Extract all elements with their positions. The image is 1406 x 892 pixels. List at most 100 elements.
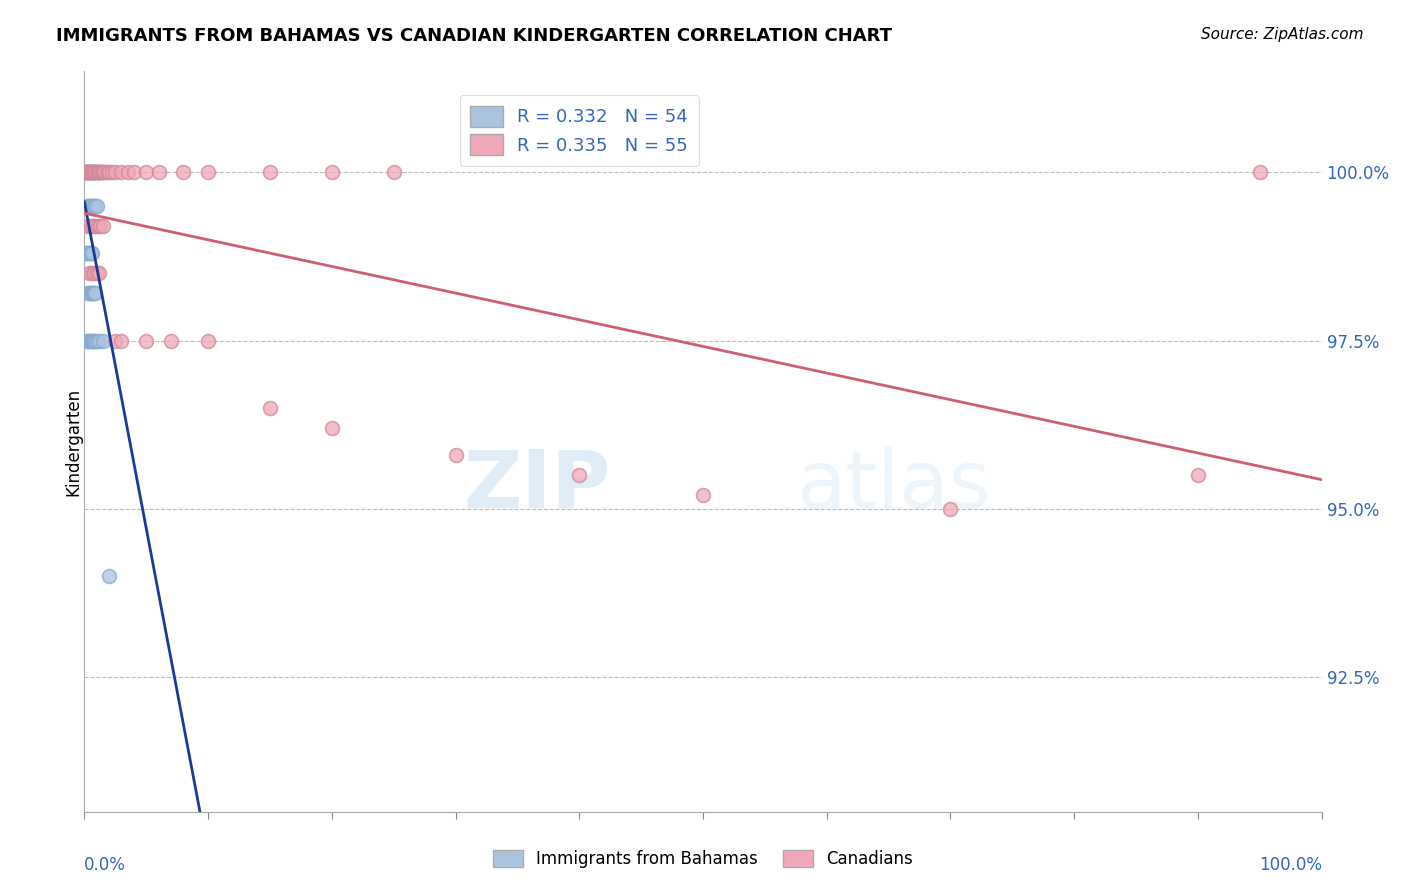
Point [79, 165, 101, 179]
Text: Source: ZipAtlas.com: Source: ZipAtlas.com [1201, 27, 1364, 42]
Point [692, 488, 714, 502]
Point [83, 266, 105, 280]
Point [91, 219, 114, 234]
Point [80, 165, 103, 179]
Point [89, 165, 111, 179]
Point [79, 165, 101, 179]
Point [89, 219, 111, 234]
Point [86, 165, 108, 179]
Point [82, 165, 104, 179]
Point [104, 165, 127, 179]
Point [79, 286, 101, 301]
Y-axis label: Kindergarten: Kindergarten [65, 387, 82, 496]
Point [77, 246, 100, 260]
Point [75, 165, 97, 179]
Point [84, 199, 107, 213]
Point [96, 165, 118, 179]
Point [91, 165, 114, 179]
Point [80, 266, 103, 280]
Point [76, 165, 98, 179]
Text: atlas: atlas [796, 447, 990, 525]
Point [76, 199, 98, 213]
Point [259, 401, 281, 415]
Point [79, 199, 101, 213]
Point [122, 165, 145, 179]
Point [87, 219, 110, 234]
Point [86, 199, 108, 213]
Point [82, 246, 104, 260]
Text: 100.0%: 100.0% [1258, 856, 1322, 874]
Point [86, 266, 108, 280]
Point [84, 219, 107, 234]
Point [80, 165, 103, 179]
Point [1249, 165, 1271, 179]
Point [160, 334, 183, 348]
Point [135, 334, 157, 348]
Point [79, 334, 101, 348]
Text: ZIP: ZIP [463, 447, 610, 525]
Point [321, 421, 343, 435]
Point [80, 199, 103, 213]
Point [104, 334, 127, 348]
Point [79, 165, 101, 179]
Point [91, 334, 114, 348]
Point [82, 165, 104, 179]
Point [89, 165, 111, 179]
Point [83, 165, 105, 179]
Point [84, 334, 107, 348]
Point [76, 246, 98, 260]
Point [98, 569, 121, 583]
Point [89, 266, 111, 280]
Point [197, 334, 219, 348]
Point [84, 286, 107, 301]
Point [89, 165, 111, 179]
Point [76, 334, 98, 348]
Point [77, 199, 100, 213]
Point [259, 165, 281, 179]
Point [83, 286, 105, 301]
Point [1187, 468, 1209, 483]
Point [117, 165, 139, 179]
Point [98, 165, 121, 179]
Point [83, 165, 105, 179]
Point [76, 165, 98, 179]
Point [82, 199, 104, 213]
Point [100, 165, 122, 179]
Point [75, 246, 97, 260]
Point [87, 165, 110, 179]
Point [83, 199, 105, 213]
Text: IMMIGRANTS FROM BAHAMAS VS CANADIAN KINDERGARTEN CORRELATION CHART: IMMIGRANTS FROM BAHAMAS VS CANADIAN KIND… [56, 27, 893, 45]
Point [93, 165, 115, 179]
Point [82, 334, 104, 348]
Point [82, 165, 104, 179]
Point [77, 219, 100, 234]
Point [110, 165, 132, 179]
Point [77, 286, 100, 301]
Point [79, 165, 101, 179]
Point [80, 246, 103, 260]
Point [80, 165, 103, 179]
Point [197, 165, 219, 179]
Point [79, 266, 101, 280]
Point [568, 468, 591, 483]
Point [76, 165, 98, 179]
Point [86, 334, 108, 348]
Point [172, 165, 194, 179]
Point [110, 334, 132, 348]
Point [148, 165, 170, 179]
Point [79, 199, 101, 213]
Point [79, 219, 101, 234]
Point [91, 165, 114, 179]
Point [75, 165, 97, 179]
Point [87, 165, 110, 179]
Legend: R = 0.332   N = 54, R = 0.335   N = 55: R = 0.332 N = 54, R = 0.335 N = 55 [460, 95, 699, 166]
Point [80, 286, 103, 301]
Point [84, 165, 107, 179]
Point [321, 165, 343, 179]
Point [77, 165, 100, 179]
Point [83, 334, 105, 348]
Point [77, 165, 100, 179]
Point [90, 165, 112, 179]
Point [79, 246, 101, 260]
Point [82, 219, 104, 234]
